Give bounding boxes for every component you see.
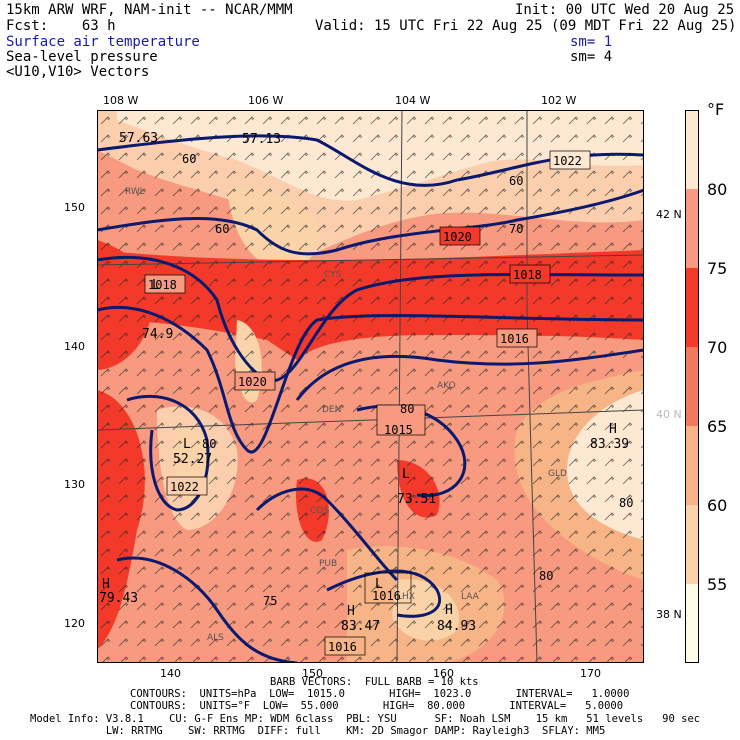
temperature-contour-labels: 60 60 60 70 80 80 80 75 80: [182, 152, 633, 608]
station-label: CYS: [324, 270, 342, 280]
temp-value: 73.51: [397, 492, 436, 507]
colorbar-label-65: 65: [707, 417, 728, 436]
contour-info-pressure: CONTOURS: UNITS=hPa LOW= 1015.0 HIGH= 10…: [130, 688, 630, 700]
temperature-values: 57.63 57.13 74.9 52.27 73.51 83.39 83.47…: [99, 131, 629, 634]
y-tick-130: 130: [64, 478, 85, 491]
pressure-centers: H H H H L L L L: [102, 278, 617, 619]
barb-legend: BARB VECTORS: FULL BARB = 10 kts: [270, 676, 479, 688]
lon-label-106w: 106 W: [248, 94, 284, 107]
colorbar-swatch: [685, 347, 699, 426]
isobar-label: 1020: [443, 230, 472, 244]
contour-label: 80: [619, 496, 633, 510]
colorbar-swatch: [685, 426, 699, 505]
station-label: GLD: [548, 469, 567, 479]
colorbar-label-75: 75: [707, 259, 728, 278]
y-tick-120: 120: [64, 617, 85, 630]
isobar-label: 1022: [553, 154, 582, 168]
colorbar-label-55: 55: [707, 575, 728, 594]
isobar-label: 1018: [148, 278, 177, 292]
temp-value: 84.93: [437, 619, 476, 634]
model-info-line-2: LW: RRTMG SW: RRTMG DIFF: full KM: 2D Sm…: [30, 725, 606, 737]
isobar-label: 1018: [513, 268, 542, 282]
y-tick-150: 150: [64, 201, 85, 214]
init-time: Init: 00 UTC Wed 20 Aug 25: [515, 2, 735, 18]
field-1-name: Surface air temperature: [6, 34, 200, 50]
station-label: ALS: [207, 633, 224, 643]
x-tick-150: 150: [302, 667, 323, 680]
colorbar-swatch: [685, 505, 699, 584]
station-label: AKO: [437, 381, 456, 391]
temp-value: 57.63: [119, 131, 158, 146]
station-label: LAA: [461, 592, 480, 602]
contour-label: 60: [182, 152, 196, 166]
high-marker: H: [102, 577, 110, 592]
temp-value: 83.39: [590, 437, 629, 452]
station-label: DEN: [322, 405, 341, 415]
temperature-colorbar: [685, 110, 699, 663]
lat-label-38n: 38 N: [656, 608, 682, 621]
x-tick-170: 170: [580, 667, 601, 680]
lat-label-40n: 40 N: [656, 408, 682, 421]
colorbar-swatch: [685, 268, 699, 347]
isobar-label: 1016: [328, 640, 357, 654]
lon-label-102w: 102 W: [541, 94, 577, 107]
contour-label: 80: [400, 402, 414, 416]
field-1-smoothing: sm= 1: [570, 34, 613, 50]
low-marker: L: [183, 437, 191, 452]
isobar-label: 1020: [238, 375, 267, 389]
contour-label: 60: [215, 222, 229, 236]
model-title: 15km ARW WRF, NAM-init -- NCAR/MMM: [6, 2, 293, 18]
temp-value: 83.47: [341, 619, 380, 634]
colorbar-label-60: 60: [707, 496, 728, 515]
low-marker: L: [402, 467, 410, 482]
isobar-label: 1015: [384, 423, 413, 437]
station-label: RWL: [125, 187, 145, 197]
field-3-name: <U10,V10> Vectors: [6, 64, 150, 80]
y-tick-140: 140: [64, 340, 85, 353]
station-label: LHX: [397, 592, 415, 602]
lon-label-108w: 108 W: [103, 94, 139, 107]
station-label: PUB: [319, 559, 337, 569]
isobar-label: 1016: [372, 589, 401, 603]
weather-map: 1022 1020 1018 1018 1016 1020 1015 1022 …: [97, 110, 644, 663]
isobar-label: 1022: [170, 480, 199, 494]
temp-value: 79.43: [99, 591, 138, 606]
low-marker: L: [152, 278, 160, 293]
high-marker: H: [609, 422, 617, 437]
field-2-smoothing: sm= 4: [570, 49, 613, 65]
model-info-line-1: Model Info: V3.8.1 CU: G-F Ens MP: WDM 6…: [30, 713, 701, 725]
isobar-labels: 1022 1020 1018 1018 1016 1020 1015 1022 …: [144, 150, 591, 656]
contour-info-temperature: CONTOURS: UNITS=°F LOW= 55.000 HIGH= 80.…: [130, 700, 624, 712]
contour-label: 80: [202, 437, 216, 451]
contour-label: 70: [509, 222, 523, 236]
map-frame: [97, 110, 644, 663]
high-marker: H: [347, 604, 355, 619]
contour-label: 80: [539, 569, 553, 583]
colorbar-label-80: 80: [707, 180, 728, 199]
forecast-hour: Fcst: 63 h: [6, 18, 116, 34]
field-2-name: Sea-level pressure: [6, 49, 158, 65]
temp-value: 57.13: [242, 132, 281, 147]
colorbar-swatch: [685, 584, 699, 663]
high-marker: H: [445, 603, 453, 618]
wind-barbs: [97, 110, 644, 663]
low-marker: L: [375, 577, 383, 592]
temp-value: 74.9: [142, 327, 173, 342]
x-tick-160: 160: [433, 667, 454, 680]
colorbar-unit: °F: [707, 100, 725, 119]
station-labels: RWL CYS DEN AKO GLD COS PUB LAA ALS LHX: [125, 187, 567, 643]
temp-value: 52.27: [173, 452, 212, 467]
isobar-label: 1016: [500, 332, 529, 346]
valid-time: Valid: 15 UTC Fri 22 Aug 25 (09 MDT Fri …: [315, 18, 737, 34]
colorbar-swatch: [685, 189, 699, 268]
contour-label: 60: [509, 174, 523, 188]
colorbar-label-70: 70: [707, 338, 728, 357]
contour-label: 75: [263, 594, 277, 608]
station-label: COS: [310, 506, 329, 516]
x-tick-140: 140: [160, 667, 181, 680]
colorbar-swatch: [685, 110, 699, 189]
lat-label-42n: 42 N: [656, 208, 682, 221]
lon-label-104w: 104 W: [395, 94, 431, 107]
